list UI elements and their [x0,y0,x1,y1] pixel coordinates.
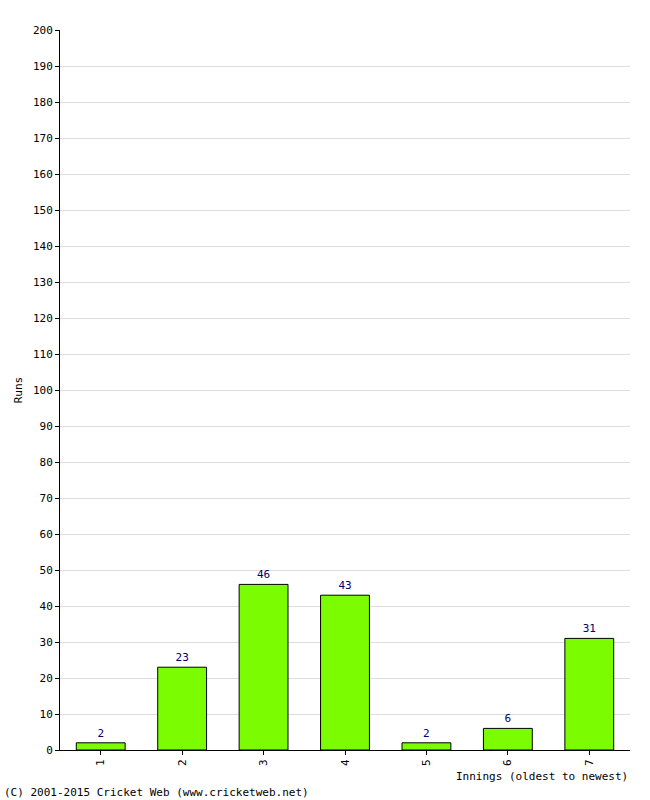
svg-text:31: 31 [583,622,596,635]
svg-text:180: 180 [33,96,53,109]
svg-text:170: 170 [33,132,53,145]
svg-text:Runs: Runs [12,377,25,404]
svg-text:100: 100 [33,384,53,397]
svg-text:90: 90 [40,420,53,433]
svg-text:Innings (oldest to newest): Innings (oldest to newest) [456,770,628,783]
svg-text:190: 190 [33,60,53,73]
svg-text:150: 150 [33,204,53,217]
svg-text:5: 5 [420,759,433,766]
svg-text:6: 6 [505,712,512,725]
svg-text:130: 130 [33,276,53,289]
svg-text:20: 20 [40,672,53,685]
svg-text:43: 43 [338,579,351,592]
svg-text:2: 2 [423,727,430,740]
svg-text:120: 120 [33,312,53,325]
svg-text:80: 80 [40,456,53,469]
svg-text:110: 110 [33,348,53,361]
svg-text:(C) 2001-2015 Cricket Web (www: (C) 2001-2015 Cricket Web (www.cricketwe… [4,786,309,799]
svg-text:140: 140 [33,240,53,253]
svg-text:4: 4 [339,759,352,766]
svg-text:0: 0 [46,744,53,757]
svg-text:46: 46 [257,568,270,581]
svg-text:2: 2 [176,759,189,766]
svg-text:200: 200 [33,24,53,37]
svg-text:70: 70 [40,492,53,505]
svg-text:60: 60 [40,528,53,541]
svg-text:23: 23 [176,651,189,664]
svg-text:2: 2 [97,727,104,740]
svg-text:7: 7 [583,759,596,766]
svg-text:50: 50 [40,564,53,577]
svg-text:30: 30 [40,636,53,649]
svg-text:6: 6 [501,759,514,766]
svg-text:10: 10 [40,708,53,721]
svg-text:3: 3 [257,759,270,766]
svg-text:160: 160 [33,168,53,181]
svg-text:40: 40 [40,600,53,613]
svg-text:1: 1 [94,759,107,766]
